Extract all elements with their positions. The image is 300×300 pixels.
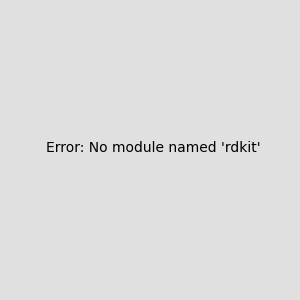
Text: Error: No module named 'rdkit': Error: No module named 'rdkit' [46,140,261,154]
